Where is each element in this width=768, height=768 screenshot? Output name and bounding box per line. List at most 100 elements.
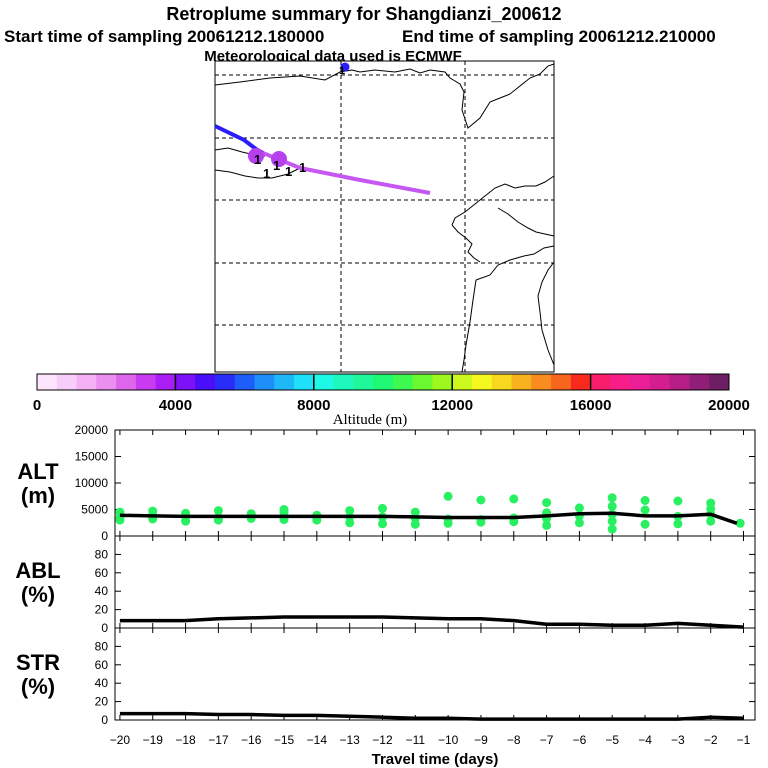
x-tick-label: −17 — [208, 733, 229, 747]
colorbar-cell — [392, 374, 414, 390]
colorbar-cell — [175, 374, 196, 390]
colorbar-cell — [313, 374, 334, 390]
x-tick-label: −2 — [704, 733, 718, 747]
plume-segment-high — [214, 124, 258, 151]
x-tick-label: −10 — [438, 733, 459, 747]
map-graticule — [215, 61, 554, 372]
panel-frame — [114, 627, 756, 721]
map-frame — [214, 60, 555, 373]
altitude-point — [378, 503, 387, 513]
colorbar-tick-label: 12000 — [431, 397, 473, 414]
panel-frame — [114, 535, 756, 629]
y-tick-label: 60 — [95, 658, 109, 672]
y-tick-label: 40 — [95, 584, 109, 598]
colorbar-cell — [155, 374, 176, 390]
x-tick-label: −14 — [307, 733, 328, 747]
y-tick-label: 0 — [101, 529, 108, 543]
altitude-point — [378, 519, 387, 529]
altitude-point — [735, 518, 745, 528]
y-tick-label: 40 — [95, 676, 109, 690]
colorbar-cell — [689, 374, 710, 390]
altitude-point — [673, 496, 683, 506]
y-tick-label: 80 — [95, 639, 109, 653]
colorbar-cell — [452, 374, 473, 390]
altitude-point — [640, 519, 650, 529]
cluster-label: 1 — [273, 158, 280, 173]
top-marker-label: 1 — [339, 65, 345, 77]
colorbar-cell — [531, 374, 552, 390]
x-tick-label: −12 — [372, 733, 393, 747]
colorbar-cell — [709, 374, 730, 390]
header: Retroplume summary for Shangdianzi_20061… — [4, 4, 716, 65]
colorbar-cell — [116, 374, 137, 390]
colorbar-cell — [471, 374, 493, 390]
colorbar-cell — [76, 374, 97, 390]
colorbar-frame — [36, 373, 730, 391]
cluster-label: 1 — [285, 164, 292, 179]
x-tick-label: −3 — [671, 733, 685, 747]
x-tick-label: −11 — [406, 733, 426, 747]
x-tick-label: −4 — [638, 733, 652, 747]
colorbar-cell — [412, 374, 433, 390]
colorbar-cell — [649, 374, 671, 390]
panel-ylabel: ABL — [15, 558, 60, 583]
end-time-label: End time of sampling 20061212.210000 — [402, 27, 716, 46]
altitude-point — [279, 505, 289, 514]
plume-trajectories — [214, 62, 431, 195]
x-tick-label: −7 — [540, 733, 554, 747]
colorbar-cell — [333, 374, 354, 390]
cluster-label: 1 — [254, 152, 261, 167]
altitude-point — [640, 505, 650, 515]
series-line — [119, 511, 738, 525]
coastlines — [214, 63, 555, 373]
altitude-point — [542, 520, 552, 530]
y-tick-label: 80 — [95, 547, 109, 561]
panel-ylabel-unit: (%) — [21, 674, 55, 699]
altitude-point — [509, 494, 519, 504]
colorbar-cell — [274, 374, 295, 390]
altitude-point — [640, 496, 650, 505]
colorbar-cell — [570, 374, 591, 390]
colorbar-cell — [195, 374, 216, 390]
plume-top-marker — [340, 62, 350, 72]
altitude-point — [706, 516, 716, 526]
colorbar-cell — [432, 374, 453, 390]
plume-cluster-marker — [248, 148, 264, 164]
colorbar-cell — [551, 374, 572, 390]
colorbar-cell — [214, 374, 236, 390]
colorbar-tick-label: 16000 — [570, 397, 612, 414]
colorbar-label: Altitude (m) — [333, 412, 408, 428]
altitude-colorbar: 0 4000 8000 12000 16000 20000 Altitude (m) — [33, 373, 750, 428]
colorbar-tick-label: 20000 — [708, 397, 750, 414]
time-series-panels: 05000100001500020000ALT(m)020406080ABL(%… — [15, 423, 756, 768]
series-line — [119, 711, 744, 721]
altitude-point — [115, 515, 125, 525]
colorbar-cell — [37, 374, 58, 390]
cluster-labels: 1 1 1 1 1 1 — [254, 65, 345, 181]
x-tick-label: −15 — [274, 733, 295, 747]
colorbar-cell — [294, 374, 315, 390]
colorbar-cell — [373, 374, 394, 390]
colorbar-cell — [56, 374, 77, 390]
altitude-point — [443, 491, 453, 501]
altitude-point — [213, 506, 223, 516]
panel-ylabel: STR — [16, 650, 60, 675]
plume-cluster-marker — [271, 151, 287, 167]
y-tick-label: 20000 — [75, 423, 109, 437]
colorbar-ticks: 0 4000 8000 12000 16000 20000 — [33, 374, 750, 414]
y-tick-label: 5000 — [81, 503, 108, 517]
y-tick-label: 10000 — [75, 476, 109, 490]
altitude-point — [706, 498, 716, 508]
y-tick-label: 0 — [101, 621, 108, 635]
altitude-point — [476, 495, 486, 505]
colorbar-cell — [491, 374, 512, 390]
series-line — [119, 615, 744, 629]
colorbar-cell — [96, 374, 117, 390]
altitude-point — [410, 507, 420, 517]
x-tick-label: −8 — [507, 733, 521, 747]
x-tick-label: −1 — [737, 733, 751, 747]
x-tick-label: −20 — [110, 733, 131, 747]
panel-abl: 0 20 40 60 80 ABL(%) — [15, 535, 756, 635]
